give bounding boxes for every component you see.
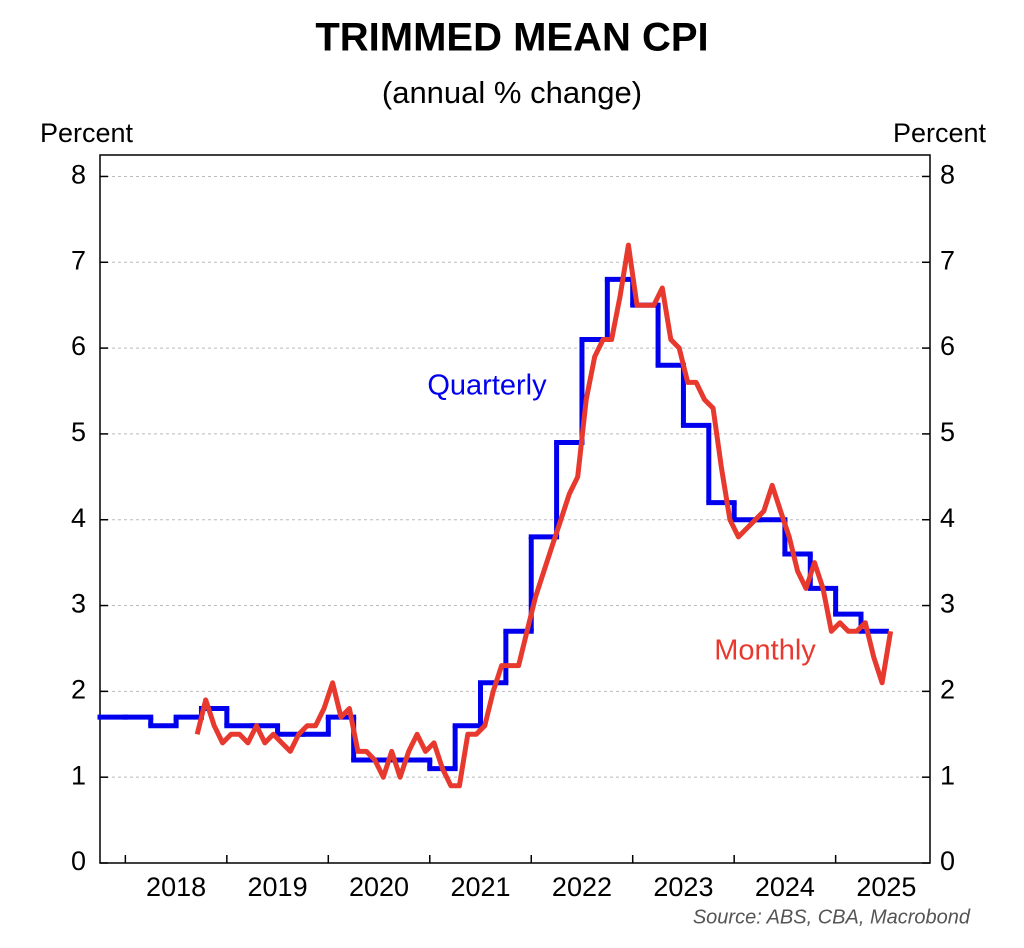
x-tick-label: 2020	[349, 872, 409, 902]
x-tick-label: 2021	[450, 872, 510, 902]
y2-tick-label: 4	[940, 503, 955, 533]
x-tick-label: 2022	[552, 872, 612, 902]
y2-tick-label: 6	[940, 331, 955, 361]
y2-tick-label: 5	[940, 417, 955, 447]
y-tick-label: 7	[71, 245, 86, 275]
x-tick-label: 2023	[653, 872, 713, 902]
x-tick-label: 2025	[856, 872, 916, 902]
y-tick-label: 4	[71, 503, 86, 533]
y2-tick-label: 3	[940, 589, 955, 619]
chart-title: TRIMMED MEAN CPI	[315, 16, 708, 60]
x-tick-label: 2024	[755, 872, 815, 902]
y2-tick-label: 2	[940, 674, 955, 704]
source-note: Source: ABS, CBA, Macrobond	[693, 906, 971, 928]
y2-axis-label: Percent	[893, 118, 987, 148]
y-tick-label: 2	[71, 674, 86, 704]
y-tick-label: 0	[71, 846, 86, 876]
y-tick-label: 8	[71, 160, 86, 190]
y-tick-label: 3	[71, 589, 86, 619]
y2-tick-label: 8	[940, 160, 955, 190]
y-tick-label: 1	[71, 760, 86, 790]
series-label: Quarterly	[427, 370, 547, 402]
y2-tick-label: 1	[940, 760, 955, 790]
series-label: Monthly	[714, 635, 816, 667]
y2-tick-label: 7	[940, 245, 955, 275]
y2-tick-label: 0	[940, 846, 955, 876]
chart-subtitle: (annual % change)	[382, 75, 642, 110]
y-tick-label: 6	[71, 331, 86, 361]
monthly-line	[194, 242, 894, 789]
y-tick-label: 5	[71, 417, 86, 447]
x-tick-label: 2019	[248, 872, 308, 902]
y-axis-label: Percent	[40, 118, 134, 148]
x-tick-label: 2018	[146, 872, 206, 902]
plot-frame	[99, 154, 931, 864]
